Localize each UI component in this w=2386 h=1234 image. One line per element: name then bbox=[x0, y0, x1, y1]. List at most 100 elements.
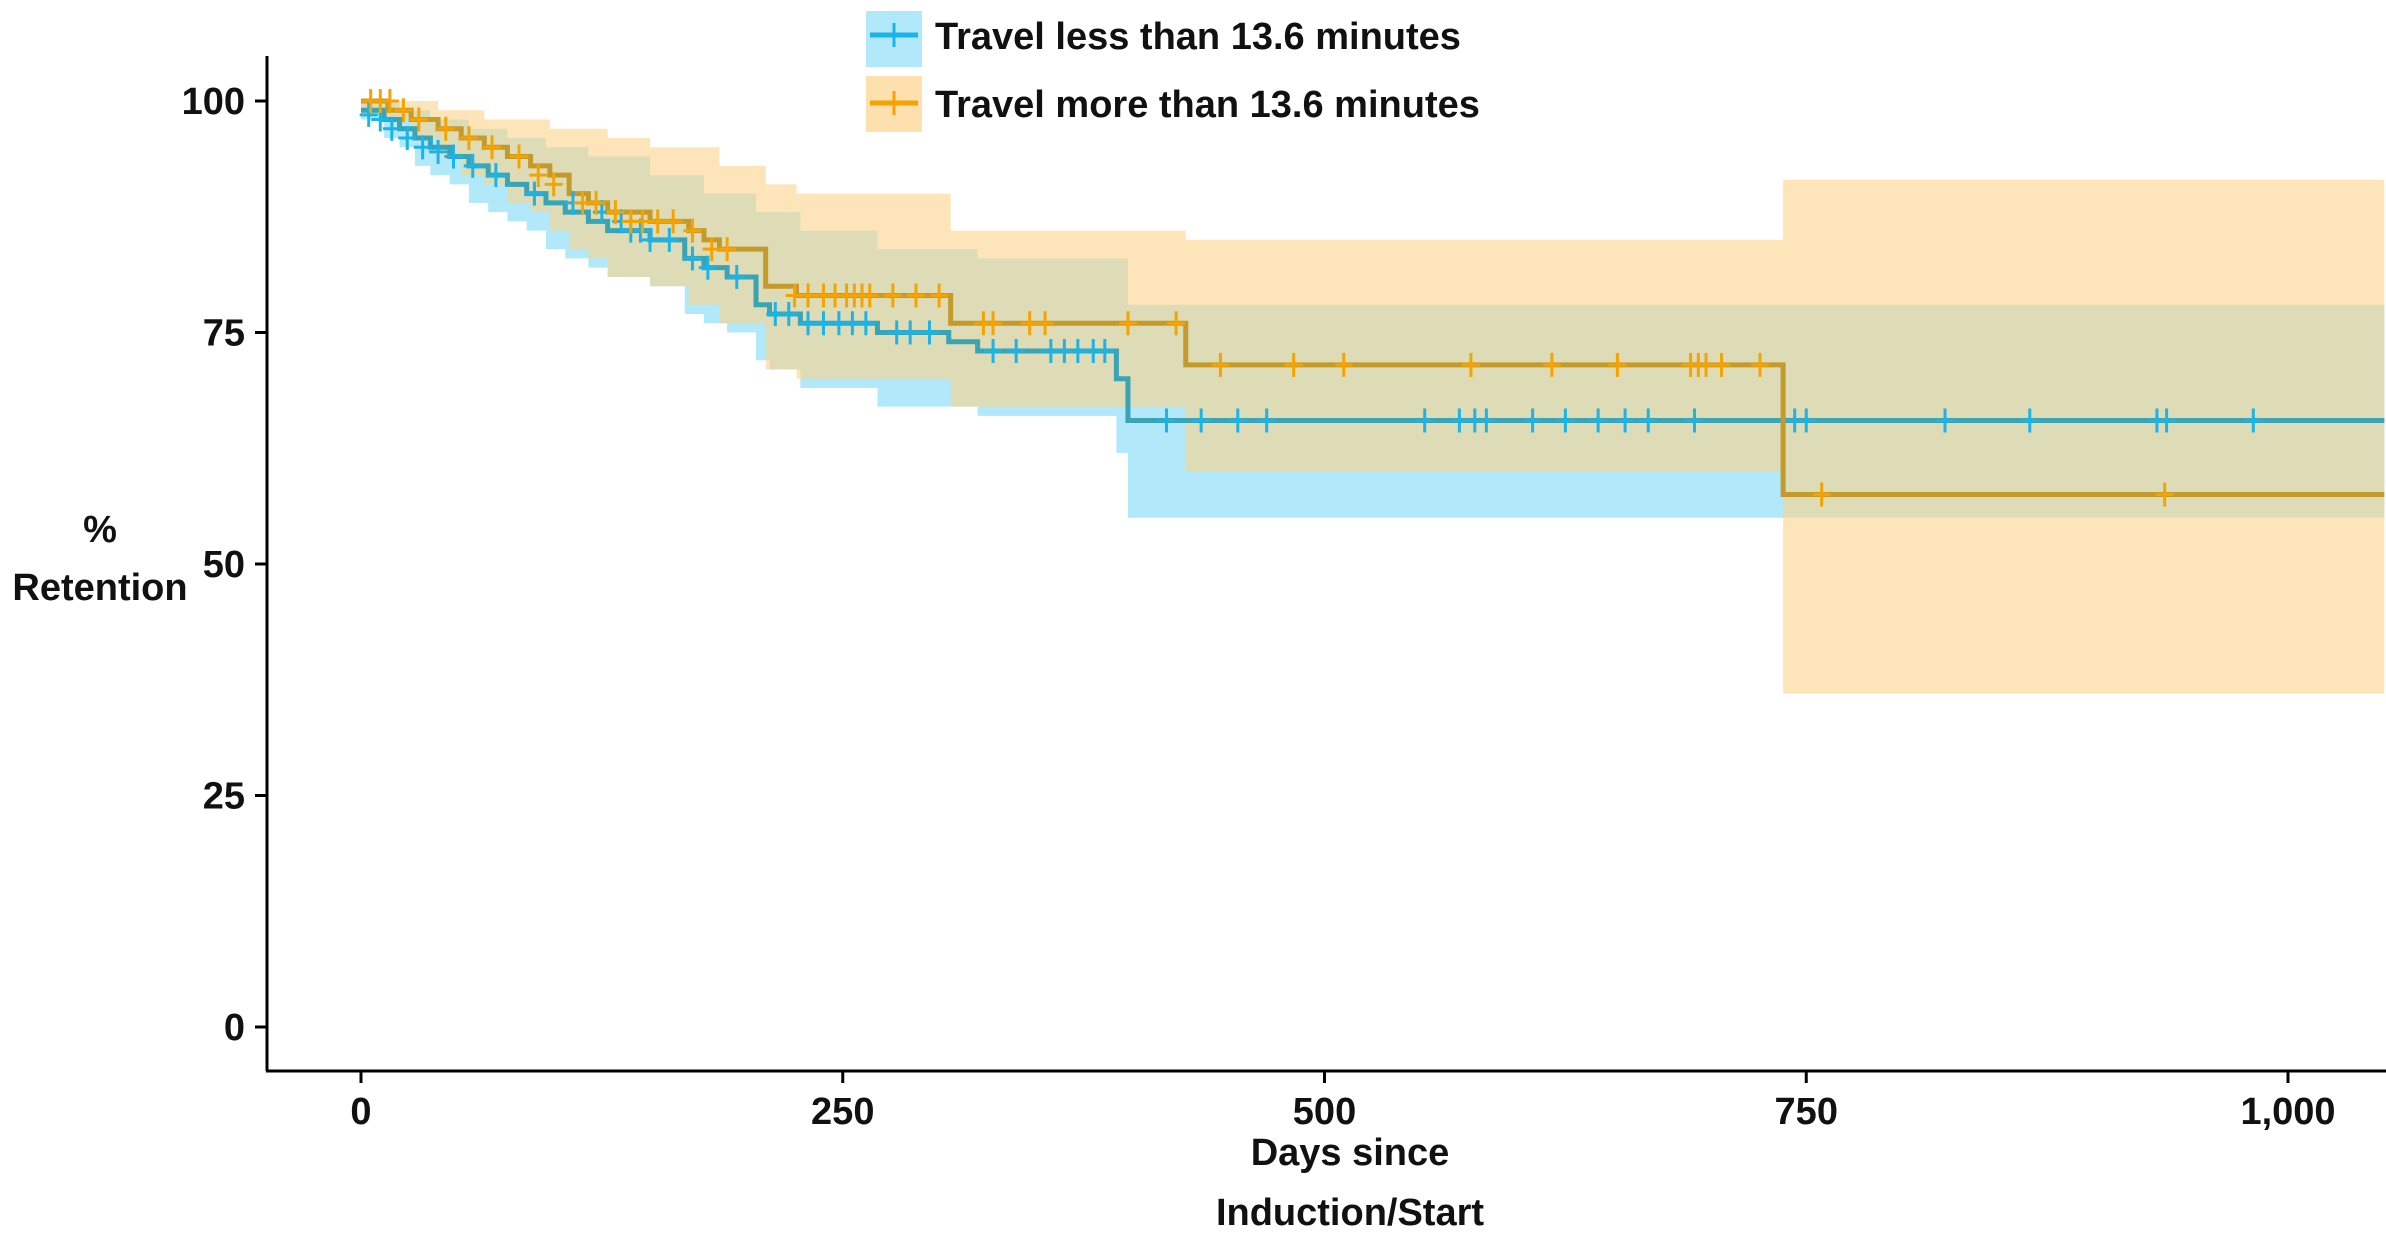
censor-mark-1-31 bbox=[930, 283, 949, 308]
censor-mark-0-5 bbox=[429, 139, 448, 164]
y-tick-label-1: 25 bbox=[203, 776, 245, 818]
y-axis-title-line-1: % bbox=[83, 509, 117, 551]
censor-mark-1-28 bbox=[860, 283, 879, 308]
censor-mark-1-46 bbox=[1697, 352, 1716, 377]
x-tick-label-1: 250 bbox=[811, 1091, 874, 1133]
censor-mark-1-50 bbox=[2155, 482, 2174, 507]
censor-mark-0-16 bbox=[660, 227, 679, 252]
censor-mark-0-0 bbox=[359, 102, 378, 127]
censor-mark-0-4 bbox=[413, 135, 432, 160]
censor-mark-1-49 bbox=[1812, 482, 1831, 507]
censor-mark-1-10 bbox=[544, 172, 563, 197]
censor-mark-1-29 bbox=[883, 283, 902, 308]
x-tick-label-4: 1,000 bbox=[2240, 1091, 2335, 1133]
confidence-bands bbox=[361, 101, 2385, 694]
censor-mark-1-17 bbox=[664, 209, 683, 234]
legend-label-travel-more: Travel more than 13.6 minutes bbox=[935, 84, 1480, 126]
legend-item-travel-more: Travel more than 13.6 minutes bbox=[866, 76, 1480, 132]
censor-mark-1-4 bbox=[409, 107, 428, 132]
censor-mark-0-19 bbox=[727, 264, 746, 289]
y-axis-title-line-2: Retention bbox=[12, 567, 187, 609]
censor-mark-1-7 bbox=[483, 135, 502, 160]
censor-mark-0-21 bbox=[779, 301, 798, 326]
censor-mark-1-36 bbox=[1118, 311, 1137, 336]
censor-mark-1-6 bbox=[459, 126, 478, 151]
censor-mark-1-30 bbox=[906, 283, 925, 308]
censor-mark-1-38 bbox=[1211, 352, 1230, 377]
censor-mark-1-8 bbox=[510, 144, 529, 169]
censor-mark-0-57 bbox=[2244, 408, 2263, 433]
censor-mark-1-48 bbox=[1751, 352, 1770, 377]
censor-mark-0-36 bbox=[1095, 339, 1114, 364]
y-tick-label-4: 100 bbox=[182, 81, 245, 123]
censor-mark-0-42 bbox=[1450, 408, 1469, 433]
censor-mark-1-19 bbox=[702, 237, 721, 262]
censor-mark-1-5 bbox=[436, 116, 455, 141]
censor-mark-1-35 bbox=[1036, 311, 1055, 336]
x-tick-label-3: 750 bbox=[1775, 1091, 1838, 1133]
legend-label-travel-less: Travel less than 13.6 minutes bbox=[935, 16, 1461, 58]
censor-mark-0-41 bbox=[1415, 408, 1434, 433]
censor-mark-0-53 bbox=[1935, 408, 1954, 433]
censor-mark-0-30 bbox=[984, 339, 1003, 364]
censor-mark-0-38 bbox=[1192, 408, 1211, 433]
y-ticks: 0 25 50 75 100 bbox=[182, 81, 267, 1049]
censor-mark-0-39 bbox=[1228, 408, 1247, 433]
x-tick-label-2: 500 bbox=[1293, 1091, 1356, 1133]
censor-mark-0-6 bbox=[444, 144, 463, 169]
censor-mark-1-15 bbox=[633, 209, 652, 234]
censor-mark-0-52 bbox=[1797, 408, 1816, 433]
legend: Travel less than 13.6 minutes Travel mor… bbox=[866, 11, 1480, 132]
censor-mark-0-49 bbox=[1639, 408, 1658, 433]
censor-mark-0-34 bbox=[1068, 339, 1087, 364]
censor-mark-0-44 bbox=[1477, 408, 1496, 433]
censor-mark-1-37 bbox=[1167, 311, 1186, 336]
confidence-band-1 bbox=[361, 101, 2385, 694]
censor-mark-1-42 bbox=[1542, 352, 1561, 377]
y-tick-label-0: 0 bbox=[224, 1007, 245, 1049]
censor-mark-0-9 bbox=[525, 181, 544, 206]
censor-mark-0-29 bbox=[920, 320, 939, 345]
censor-mark-1-2 bbox=[380, 89, 399, 113]
censor-mark-1-12 bbox=[587, 190, 606, 215]
y-tick-label-3: 75 bbox=[203, 313, 245, 355]
censor-mark-1-33 bbox=[984, 311, 1003, 336]
censor-mark-1-18 bbox=[683, 218, 702, 243]
censor-mark-1-3 bbox=[394, 98, 413, 123]
censor-mark-0-40 bbox=[1257, 408, 1276, 433]
censor-mark-0-17 bbox=[683, 246, 702, 271]
legend-item-travel-less: Travel less than 13.6 minutes bbox=[866, 11, 1461, 67]
censor-mark-0-15 bbox=[641, 227, 660, 252]
y-tick-label-2: 50 bbox=[203, 544, 245, 586]
censor-mark-1-34 bbox=[1020, 311, 1039, 336]
censor-mark-0-23 bbox=[814, 311, 833, 336]
censor-mark-0-48 bbox=[1616, 408, 1635, 433]
censor-mark-1-40 bbox=[1334, 352, 1353, 377]
censor-mark-0-28 bbox=[901, 320, 920, 345]
censor-mark-1-41 bbox=[1461, 352, 1480, 377]
censor-mark-0-18 bbox=[698, 255, 717, 280]
censor-mark-0-26 bbox=[856, 311, 875, 336]
censor-mark-1-39 bbox=[1284, 352, 1303, 377]
censor-mark-1-22 bbox=[799, 283, 818, 308]
censor-mark-1-16 bbox=[648, 209, 667, 234]
censor-mark-0-47 bbox=[1589, 408, 1608, 433]
x-axis-title-line-2: Induction/Start bbox=[1216, 1192, 1484, 1234]
censor-mark-1-47 bbox=[1712, 352, 1731, 377]
censor-mark-0-37 bbox=[1157, 408, 1176, 433]
censor-mark-0-31 bbox=[1007, 339, 1026, 364]
censor-mark-1-9 bbox=[529, 163, 548, 188]
censor-mark-1-13 bbox=[606, 200, 625, 225]
censor-mark-0-7 bbox=[463, 153, 482, 178]
censor-mark-0-22 bbox=[799, 311, 818, 336]
x-ticks: 0 250 500 750 1,000 bbox=[350, 1071, 2336, 1133]
censor-mark-0-56 bbox=[2157, 408, 2176, 433]
x-tick-label-0: 0 bbox=[350, 1091, 371, 1133]
censor-mark-0-8 bbox=[486, 163, 505, 188]
censor-mark-0-2 bbox=[382, 116, 401, 141]
censor-mark-0-45 bbox=[1523, 408, 1542, 433]
censor-mark-1-43 bbox=[1608, 352, 1627, 377]
censor-mark-1-20 bbox=[718, 237, 737, 262]
censor-mark-0-3 bbox=[398, 126, 417, 151]
